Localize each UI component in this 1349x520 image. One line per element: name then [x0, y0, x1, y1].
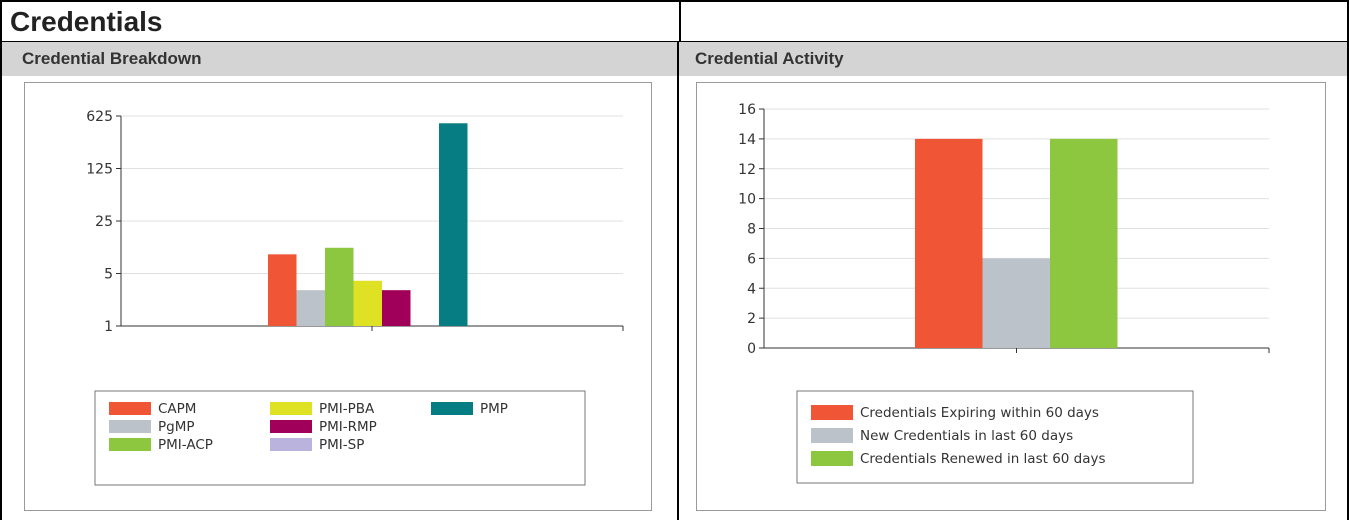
legend-swatch — [270, 438, 312, 451]
y-tick-label: 125 — [86, 162, 113, 178]
legend-label: PMI-SP — [319, 437, 364, 453]
bar-pmp — [439, 123, 468, 326]
legend-swatch — [109, 420, 151, 433]
bar-series-3 — [1050, 138, 1118, 348]
y-tick-label: 4 — [747, 281, 756, 297]
y-tick-label: 0 — [747, 341, 756, 357]
panel-header-row: Credential Breakdown Credential Activity — [0, 41, 1349, 76]
column-divider — [677, 42, 679, 76]
title-row: Credentials — [0, 0, 1349, 43]
legend-swatch — [109, 438, 151, 451]
legend-label: Credentials Renewed in last 60 days — [860, 451, 1106, 467]
y-tick-label: 25 — [95, 214, 113, 230]
legend-label: New Credentials in last 60 days — [860, 428, 1073, 444]
legend-label: PMI-PBA — [319, 401, 375, 417]
y-tick-label: 12 — [738, 162, 756, 178]
legend-label: PMI-RMP — [319, 419, 377, 435]
legend-swatch — [270, 402, 312, 415]
legend-swatch — [811, 451, 853, 466]
legend-label: CAPM — [158, 401, 196, 417]
panel-body-row: 625 125 25 5 1 CAPM PgMP PMI-ACP PMI-PBA PMI-RMP P… — [0, 76, 1349, 520]
legend-label: PMP — [480, 401, 508, 417]
column-divider — [677, 76, 679, 520]
credential-activity-header: Credential Activity — [695, 49, 844, 68]
y-tick-label: 1 — [104, 319, 113, 335]
y-tick-label: 6 — [747, 251, 756, 267]
credential-breakdown-svg: 625 125 25 5 1 CAPM PgMP PMI-ACP PMI-PBA PMI-RMP P… — [86, 109, 624, 486]
legend-swatch — [811, 428, 853, 443]
y-tick-label: 2 — [747, 311, 756, 327]
bar-pmi-acp — [325, 247, 354, 326]
y-tick-label: 16 — [738, 102, 756, 118]
credential-breakdown-header: Credential Breakdown — [22, 49, 202, 68]
credential-breakdown-chart: 625 125 25 5 1 CAPM PgMP PMI-ACP PMI-PBA PMI-RMP P… — [24, 82, 652, 511]
bar-capm — [268, 254, 297, 326]
credential-activity-chart: 16 14 12 10 8 6 4 2 0 Credentials Expiring within… — [696, 82, 1326, 511]
bar-series-2 — [982, 258, 1050, 348]
page-title: Credentials — [10, 6, 163, 37]
y-tick-label: 14 — [738, 132, 756, 148]
bar-pmi-rmp — [382, 290, 411, 326]
credential-activity-svg: 16 14 12 10 8 6 4 2 0 Credentials Expiring within… — [738, 102, 1270, 484]
legend-box — [796, 390, 1194, 484]
legend-swatch — [109, 402, 151, 415]
bar-pmi-pba — [353, 280, 382, 326]
legend-swatch — [270, 420, 312, 433]
y-tick-label: 625 — [86, 109, 113, 125]
legend-label: PgMP — [158, 419, 195, 435]
bar-pgmp — [296, 290, 325, 326]
legend-label: Credentials Expiring within 60 days — [860, 405, 1099, 421]
y-tick-label: 10 — [738, 192, 756, 208]
bar-series-1 — [915, 138, 983, 348]
y-tick-label: 5 — [104, 267, 113, 283]
legend-swatch — [811, 405, 853, 420]
y-tick-label: 8 — [747, 222, 756, 238]
legend-swatch — [431, 402, 473, 415]
column-divider — [679, 2, 681, 43]
legend-box — [94, 390, 586, 486]
legend-label: PMI-ACP — [158, 437, 213, 453]
